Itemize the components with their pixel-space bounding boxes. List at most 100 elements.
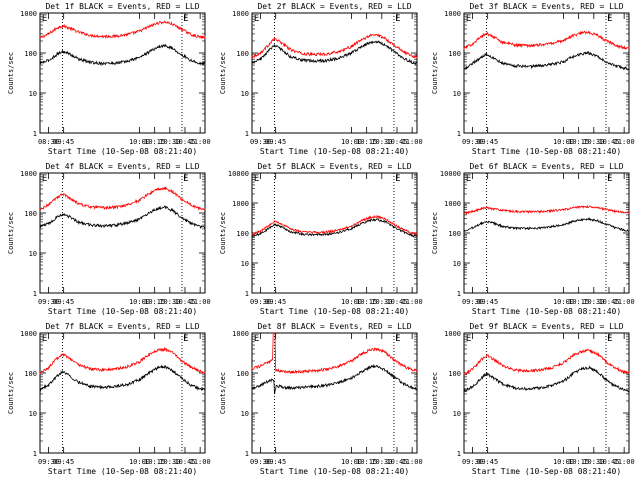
event-marker-label: E	[395, 14, 400, 24]
x-tick-label: 09:45	[53, 138, 74, 146]
event-marker-label: E	[607, 14, 612, 24]
x-axis-label: Start Time (10-Sep-08 08:21:40)	[48, 147, 197, 156]
y-tick-label: 1	[457, 450, 461, 458]
series-lld-line	[251, 33, 418, 59]
y-tick-label: 1	[33, 450, 37, 458]
x-tick-label: 09:45	[265, 138, 286, 146]
y-tick-label: 1	[245, 130, 249, 138]
x-tick-label: 09:45	[477, 298, 498, 306]
x-tick-label: 10:45	[598, 298, 619, 306]
series-events-line	[39, 204, 206, 229]
plot-frame	[39, 332, 206, 454]
x-tick-label: 10:00	[553, 138, 574, 146]
y-tick-label: 1	[245, 450, 249, 458]
y-tick-label: 1000	[20, 10, 37, 18]
panel-det-8f: Det 8f BLACK = Events, RED = LLD Counts/s…	[219, 322, 423, 476]
x-tick-label: 10:30	[159, 138, 180, 146]
y-tick-label: 10000	[228, 170, 249, 178]
y-tick-label: 1000	[232, 200, 249, 208]
plot-frame	[463, 332, 630, 454]
x-tick-label: 10:30	[583, 138, 604, 146]
event-marker-label: E	[395, 174, 400, 184]
panel-title: Det 1f BLACK = Events, RED = LLD	[45, 2, 199, 11]
plot-frame	[251, 12, 418, 134]
y-tick-label: 1	[457, 130, 461, 138]
y-axis-label: Counts/sec	[431, 52, 439, 94]
y-axis-label: Counts/sec	[7, 52, 15, 94]
x-tick-label: 09:45	[53, 458, 74, 466]
x-tick-label: 09:30	[250, 138, 271, 146]
x-tick-label: 10:15	[356, 298, 377, 306]
y-axis-label: Counts/sec	[219, 52, 227, 94]
x-tick-label: 10:15	[568, 298, 589, 306]
event-marker-label: E	[395, 334, 400, 344]
x-tick-label: 11:00	[614, 298, 635, 306]
x-tick-label: 11:00	[190, 458, 211, 466]
panel-title: Det 4f BLACK = Events, RED = LLD	[45, 162, 199, 171]
panel-det-3f: Det 3f BLACK = Events, RED = LLD Counts/s…	[431, 2, 635, 156]
panel-title: Det 5f BLACK = Events, RED = LLD	[257, 162, 411, 171]
plot-frame	[39, 172, 206, 294]
panel-det-7f: Det 7f BLACK = Events, RED = LLD Counts/s…	[7, 322, 211, 476]
x-tick-label: 11:00	[614, 458, 635, 466]
y-tick-label: 1000	[232, 10, 249, 18]
x-tick-label: 09:30	[250, 458, 271, 466]
event-marker-label: E	[607, 334, 612, 344]
x-tick-label: 10:00	[129, 138, 150, 146]
x-axis-label: Start Time (10-Sep-08 08:21:40)	[260, 307, 409, 316]
panel-det-9f: Det 9f BLACK = Events, RED = LLD Counts/s…	[431, 322, 635, 476]
event-marker-label: E	[183, 174, 188, 184]
y-tick-label: 100	[448, 50, 461, 58]
event-marker-label: E	[42, 334, 47, 344]
event-marker-label: E	[254, 14, 259, 24]
x-tick-label: 10:45	[386, 138, 407, 146]
panel-det-5f: Det 5f BLACK = Events, RED = LLD Counts/s…	[219, 162, 423, 316]
panel-title: Det 9f BLACK = Events, RED = LLD	[469, 322, 623, 331]
y-tick-label: 10	[241, 90, 249, 98]
x-tick-label: 10:30	[371, 138, 392, 146]
x-tick-label: 09:30	[462, 138, 483, 146]
x-tick-label: 09:45	[477, 138, 498, 146]
y-tick-label: 100	[236, 370, 249, 378]
x-tick-label: 10:15	[144, 298, 165, 306]
panel-title: Det 3f BLACK = Events, RED = LLD	[469, 2, 623, 11]
x-tick-label: 10:15	[568, 458, 589, 466]
series-lld-line	[39, 186, 206, 211]
x-tick-label: 09:45	[265, 458, 286, 466]
y-tick-label: 100	[448, 370, 461, 378]
y-tick-label: 1000	[20, 170, 37, 178]
x-tick-label: 10:15	[144, 138, 165, 146]
event-marker-label: E	[607, 174, 612, 184]
y-tick-label: 1	[33, 290, 37, 298]
panel-det-2f: Det 2f BLACK = Events, RED = LLD Counts/s…	[219, 2, 423, 156]
plot-frame	[463, 12, 630, 134]
y-axis-label: Counts/sec	[219, 212, 227, 254]
y-tick-label: 10	[29, 250, 37, 258]
x-tick-label: 10:30	[583, 458, 604, 466]
y-tick-label: 1	[457, 290, 461, 298]
y-tick-label: 10	[29, 410, 37, 418]
x-axis-label: Start Time (10-Sep-08 08:21:40)	[48, 467, 197, 476]
series-lld-line	[463, 348, 630, 375]
series-events-line	[39, 43, 206, 67]
x-tick-label: 09:45	[265, 298, 286, 306]
event-marker-label: E	[466, 174, 471, 184]
y-tick-label: 10	[241, 260, 249, 268]
x-axis-label: Start Time (10-Sep-08 08:21:40)	[260, 467, 409, 476]
panel-title: Det 7f BLACK = Events, RED = LLD	[45, 322, 199, 331]
event-marker-label: E	[183, 334, 188, 344]
x-tick-label: 10:15	[144, 458, 165, 466]
y-axis-label: Counts/sec	[7, 372, 15, 414]
x-tick-label: 10:00	[341, 298, 362, 306]
series-lld-line	[251, 332, 418, 375]
y-axis-label: Counts/sec	[431, 212, 439, 254]
plot-frame	[39, 12, 206, 134]
x-tick-label: 10:30	[159, 458, 180, 466]
panel-det-1f: Det 1f BLACK = Events, RED = LLD Counts/s…	[7, 2, 211, 156]
x-tick-label: 10:45	[386, 458, 407, 466]
y-tick-label: 100	[24, 50, 37, 58]
x-axis-label: Start Time (10-Sep-08 08:21:40)	[472, 147, 621, 156]
x-tick-label: 10:45	[174, 138, 195, 146]
event-marker-label: E	[42, 174, 47, 184]
